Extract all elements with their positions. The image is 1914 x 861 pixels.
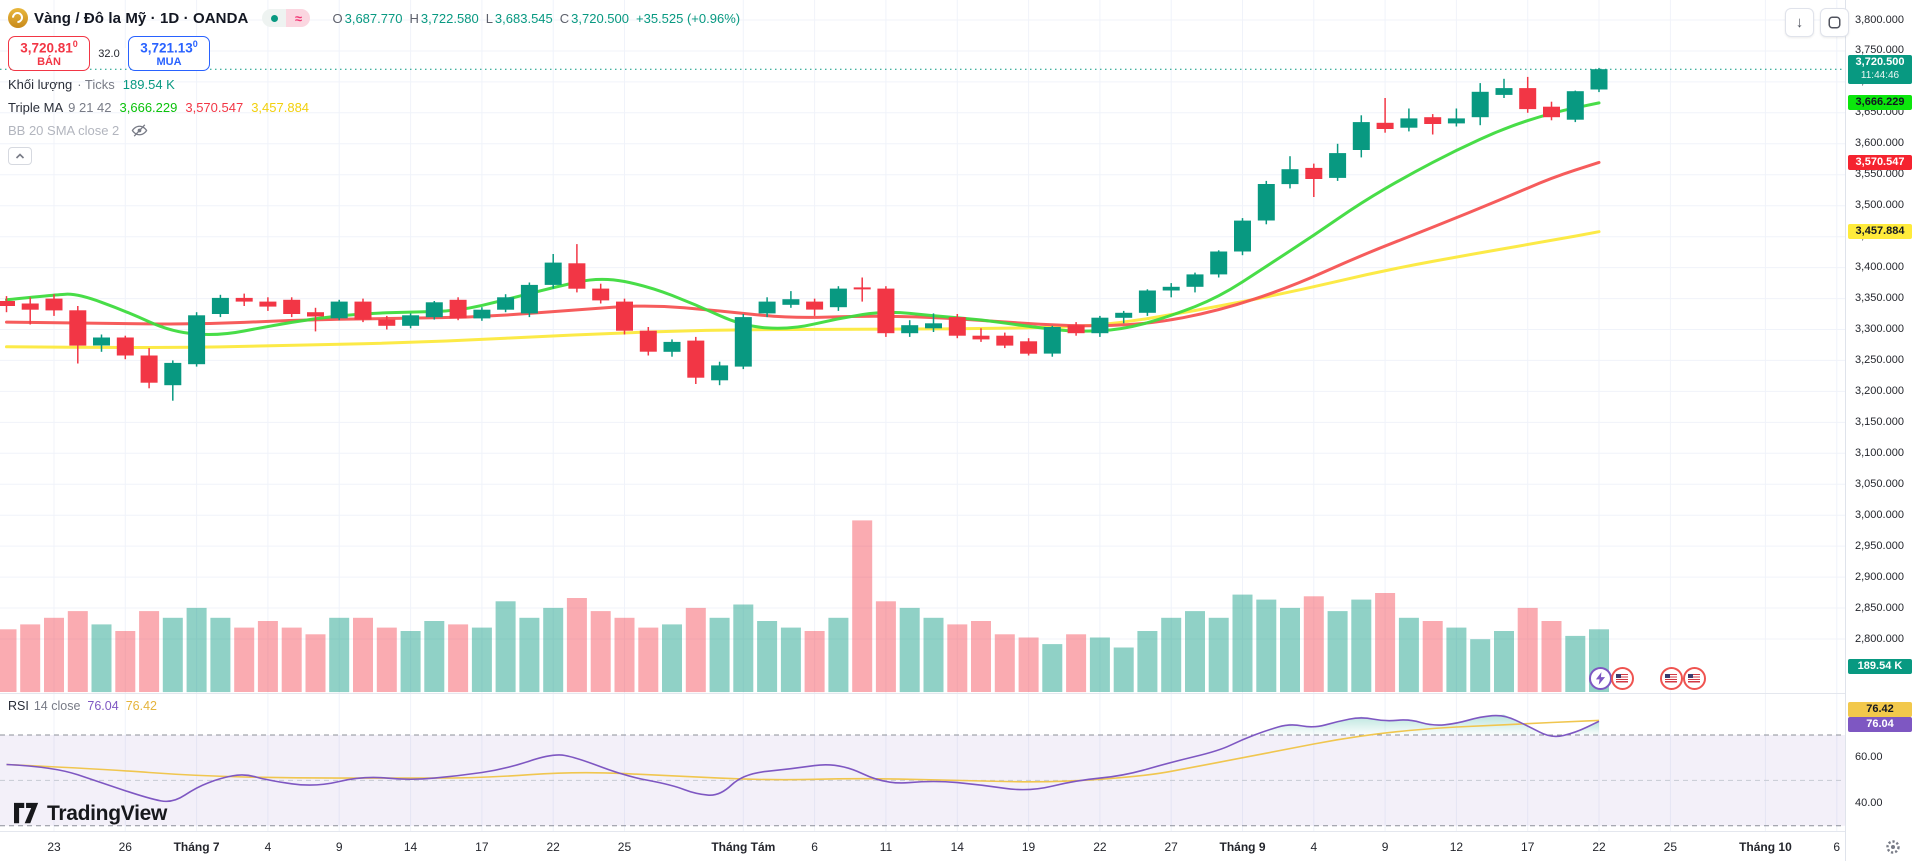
price-tick: 3,350.000 (1855, 292, 1904, 305)
arrow-down-icon: ↓ (1795, 14, 1804, 31)
eye-slash-icon[interactable] (131, 122, 148, 139)
time-tick: 9 (335, 840, 343, 854)
time-tick: 17 (1521, 840, 1535, 854)
time-tick: Tháng 7 (173, 840, 220, 854)
price-tick: 3,100.000 (1855, 446, 1904, 459)
price-tick: 3,500.000 (1855, 199, 1904, 212)
price-tick: 2,950.000 (1855, 539, 1904, 552)
rsi-tick: 60.00 (1855, 751, 1883, 764)
pane-separator[interactable] (0, 693, 1914, 694)
rsi-badge: 76.04 (1848, 716, 1912, 732)
time-tick: 25 (1663, 840, 1678, 854)
time-tick: 27 (1164, 840, 1178, 854)
maximize-pane-button[interactable] (1820, 8, 1849, 37)
price-tick: 3,150.000 (1855, 415, 1904, 428)
price-tick: 3,800.000 (1855, 13, 1904, 26)
time-tick: 26 (118, 840, 132, 854)
time-tick: 23 (47, 840, 61, 854)
time-tick: 4 (1310, 840, 1318, 854)
lightning-event-icon[interactable] (1588, 667, 1612, 690)
approx-data-icon: ≈ (286, 9, 311, 27)
price-tick: 3,750.000 (1855, 44, 1904, 57)
time-tick: 25 (617, 840, 632, 854)
ohlc-readout: O 3,687.770 H 3,722.580 L 3,683.545 C 3,720.… (332, 10, 741, 26)
market-status-pill[interactable]: ≈ (262, 9, 311, 27)
ma-slow-badge: 3,457.884 (1848, 224, 1912, 240)
time-tick: 6 (811, 840, 818, 854)
maximize-icon (1828, 16, 1841, 29)
time-tick: 11 (879, 840, 893, 854)
price-tick: 3,400.000 (1855, 261, 1904, 274)
triple-ma-indicator-row[interactable]: Triple MA 9 21 42 3,666.229 3,570.547 3,… (8, 100, 310, 115)
ma-slow-value: 3,457.884 (251, 100, 310, 115)
price-change: +35.525 (+0.96%) (636, 10, 741, 26)
time-tick: 12 (1449, 840, 1464, 854)
ma-mid-badge: 3,570.547 (1848, 154, 1912, 170)
us-flag-event-icon[interactable] (1682, 667, 1706, 690)
time-axis[interactable]: 23 26 Tháng 7 4 9 14 17 22 25 Tháng Tám 6 11 14 19 22 2… (0, 832, 1845, 861)
tradingview-logo-icon (14, 802, 39, 824)
sell-button[interactable]: 3,720.810 BÁN (8, 36, 90, 71)
price-tick: 3,200.000 (1855, 384, 1904, 397)
symbol-title[interactable]: Vàng / Đô la Mỹ · 1D · OANDA (34, 9, 249, 27)
collapse-legend-button[interactable] (8, 147, 32, 165)
us-flag-event-icon[interactable] (1610, 667, 1634, 690)
price-tick: 3,050.000 (1855, 477, 1904, 490)
volume-indicator-row[interactable]: Khối lượng · Ticks 189.54 K (8, 77, 175, 92)
rsi-ma-value: 76.42 (125, 699, 157, 713)
ma-mid-value: 3,570.547 (185, 100, 244, 115)
time-tick: 22 (546, 840, 560, 854)
buy-button[interactable]: 3,721.130 MUA (128, 36, 210, 71)
price-tick: 2,850.000 (1855, 601, 1904, 614)
price-tick: 3,250.000 (1855, 353, 1904, 366)
chevron-up-icon (15, 153, 25, 159)
volume-value: 189.54 K (122, 77, 175, 92)
time-tick: 4 (264, 840, 272, 854)
chart-floating-buttons: ↓ (1785, 8, 1849, 37)
current-price-badge: 3,720.500 11:44:46 (1848, 54, 1912, 84)
time-tick: 22 (1093, 840, 1107, 854)
time-tick: Tháng 10 (1739, 840, 1792, 854)
time-tick: 9 (1381, 840, 1389, 854)
time-tick: Tháng Tám (711, 840, 776, 854)
market-open-dot-icon (262, 9, 287, 27)
price-tick: 2,800.000 (1855, 632, 1904, 645)
volume-badge: 189.54 K (1848, 658, 1912, 674)
time-tick: 22 (1592, 840, 1606, 854)
main-chart[interactable] (0, 0, 1845, 831)
price-tick: 3,300.000 (1855, 323, 1904, 335)
time-tick: 14 (403, 840, 418, 854)
symbol-logo-icon (8, 8, 28, 28)
time-axis-separator (0, 831, 1914, 832)
time-tick: 19 (1021, 840, 1036, 854)
time-tick: Tháng 9 (1219, 840, 1266, 854)
price-tick: 3,600.000 (1855, 137, 1904, 150)
rsi-tick: 40.00 (1855, 796, 1883, 809)
chart-legend: Vàng / Đô la Mỹ · 1D · OANDA ≈ O 3,687.77… (8, 6, 740, 165)
rsi-value: 76.04 (87, 699, 119, 713)
rsi-legend[interactable]: RSI 14 close 76.04 76.42 (8, 699, 157, 713)
time-tick: 17 (475, 840, 489, 854)
time-tick: 14 (950, 840, 964, 854)
axis-settings-gear-icon[interactable] (1884, 838, 1902, 861)
scroll-down-button[interactable]: ↓ (1785, 8, 1814, 37)
price-tick: 3,000.000 (1855, 508, 1904, 521)
price-tick: 3,550.000 (1855, 168, 1904, 181)
ma-fast-badge: 3,666.229 (1848, 95, 1912, 111)
time-tick: 6 (1833, 840, 1841, 854)
tradingview-watermark: TradingView (14, 802, 167, 826)
us-flag-event-icon[interactable] (1659, 667, 1683, 690)
ma-fast-value: 3,666.229 (119, 100, 178, 115)
spread-value: 32.0 (90, 47, 128, 60)
price-tick: 2,900.000 (1855, 570, 1904, 583)
price-axis[interactable]: 3,800.0003,750.0003,700.0003,650.0003,60… (1845, 0, 1914, 861)
rsi-ma-badge: 76.42 (1848, 701, 1912, 717)
bb-indicator-row[interactable]: BB 20 SMA close 2 (8, 122, 740, 139)
